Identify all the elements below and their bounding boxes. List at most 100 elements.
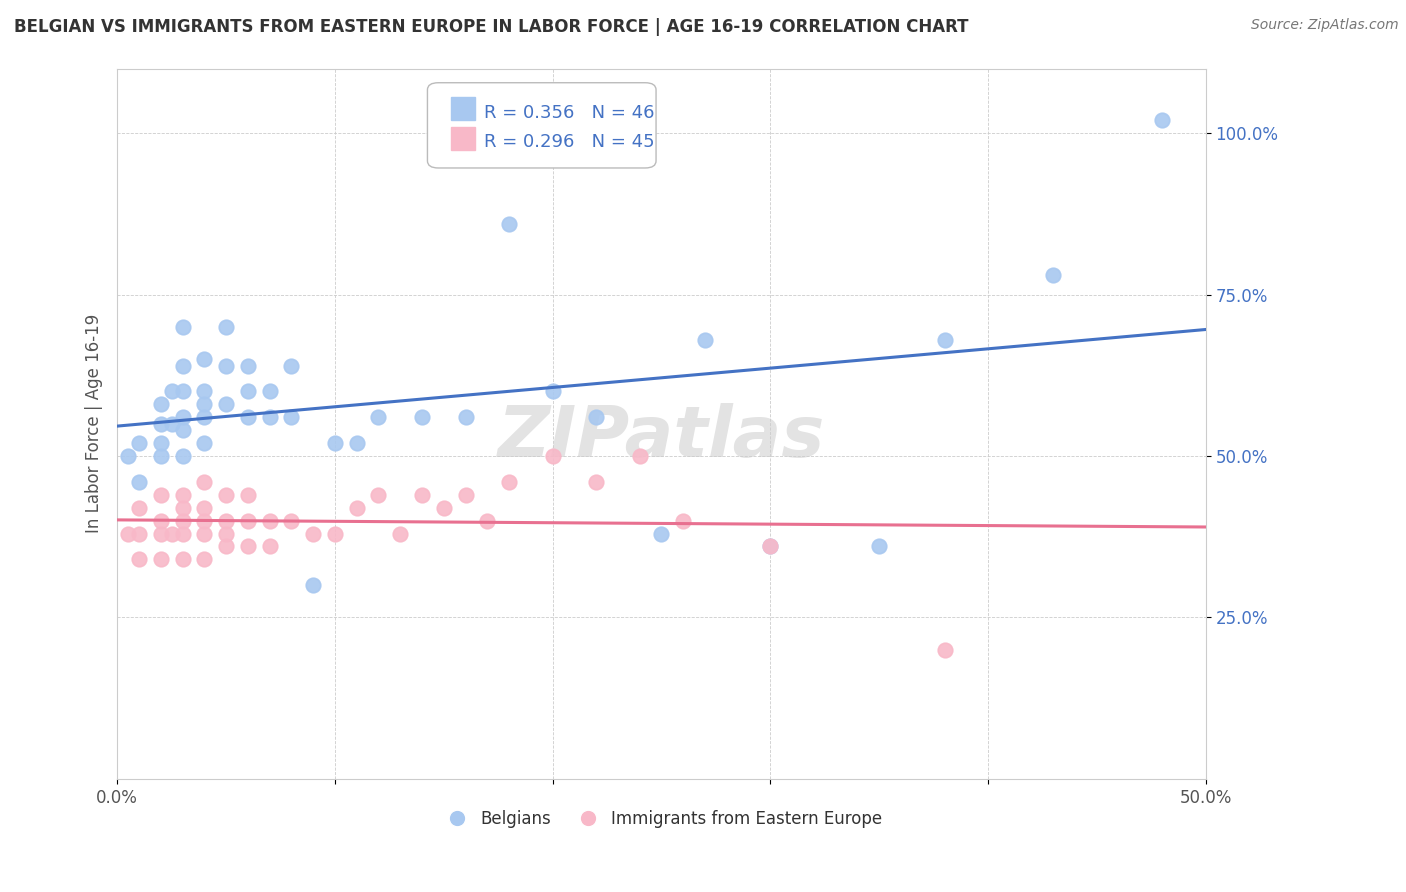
FancyBboxPatch shape xyxy=(451,127,475,150)
Point xyxy=(149,526,172,541)
Point xyxy=(160,526,183,541)
Point xyxy=(236,514,259,528)
Point xyxy=(672,514,695,528)
Point xyxy=(541,384,564,399)
Point xyxy=(323,526,346,541)
Point xyxy=(117,526,139,541)
Point xyxy=(411,488,433,502)
Point xyxy=(759,540,782,554)
Point xyxy=(193,514,215,528)
Point xyxy=(172,410,194,425)
Point xyxy=(868,540,890,554)
Point xyxy=(215,526,238,541)
Point xyxy=(149,397,172,411)
Point xyxy=(172,384,194,399)
Point xyxy=(215,319,238,334)
Text: Source: ZipAtlas.com: Source: ZipAtlas.com xyxy=(1251,18,1399,32)
Point xyxy=(215,514,238,528)
Point xyxy=(149,449,172,463)
Point xyxy=(454,488,477,502)
Point xyxy=(302,578,325,592)
Point xyxy=(193,384,215,399)
Point xyxy=(193,475,215,489)
Point xyxy=(193,352,215,367)
Point xyxy=(172,359,194,373)
Point xyxy=(215,540,238,554)
Text: BELGIAN VS IMMIGRANTS FROM EASTERN EUROPE IN LABOR FORCE | AGE 16-19 CORRELATION: BELGIAN VS IMMIGRANTS FROM EASTERN EUROP… xyxy=(14,18,969,36)
Point xyxy=(149,514,172,528)
Point xyxy=(193,436,215,450)
Text: R = 0.296   N = 45: R = 0.296 N = 45 xyxy=(484,133,655,151)
FancyBboxPatch shape xyxy=(451,97,475,120)
Point xyxy=(693,333,716,347)
Point xyxy=(128,526,150,541)
Point xyxy=(128,436,150,450)
Point xyxy=(585,410,607,425)
Point xyxy=(367,488,389,502)
Point xyxy=(280,410,302,425)
Text: ZIPatlas: ZIPatlas xyxy=(498,403,825,473)
Point xyxy=(759,540,782,554)
Point xyxy=(117,449,139,463)
Point xyxy=(259,514,281,528)
Point xyxy=(172,319,194,334)
Point xyxy=(477,514,499,528)
Point xyxy=(215,488,238,502)
Point xyxy=(149,436,172,450)
Point xyxy=(1152,113,1174,128)
Point xyxy=(172,488,194,502)
Point xyxy=(193,410,215,425)
Y-axis label: In Labor Force | Age 16-19: In Labor Force | Age 16-19 xyxy=(86,314,103,533)
Point xyxy=(259,410,281,425)
Point xyxy=(193,526,215,541)
Point xyxy=(236,410,259,425)
Point xyxy=(172,423,194,437)
Point xyxy=(128,475,150,489)
Point xyxy=(215,397,238,411)
Point xyxy=(259,384,281,399)
Point xyxy=(193,500,215,515)
Point xyxy=(193,397,215,411)
Point xyxy=(454,410,477,425)
Point xyxy=(172,552,194,566)
Point xyxy=(160,384,183,399)
Point xyxy=(236,384,259,399)
Point xyxy=(498,475,520,489)
Point xyxy=(236,488,259,502)
Point xyxy=(128,552,150,566)
Point xyxy=(149,488,172,502)
Point xyxy=(215,359,238,373)
Point xyxy=(934,333,956,347)
Point xyxy=(236,540,259,554)
Point xyxy=(346,500,368,515)
Point xyxy=(160,417,183,431)
Point xyxy=(541,449,564,463)
Point xyxy=(193,552,215,566)
Point xyxy=(433,500,456,515)
Text: R = 0.356   N = 46: R = 0.356 N = 46 xyxy=(484,103,655,121)
Point xyxy=(498,217,520,231)
Point xyxy=(628,449,651,463)
Point xyxy=(172,526,194,541)
Point xyxy=(280,514,302,528)
Point xyxy=(259,540,281,554)
Point xyxy=(934,642,956,657)
Point xyxy=(346,436,368,450)
Point xyxy=(236,359,259,373)
Legend: Belgians, Immigrants from Eastern Europe: Belgians, Immigrants from Eastern Europe xyxy=(434,803,889,835)
Point xyxy=(585,475,607,489)
Point xyxy=(128,500,150,515)
Point xyxy=(280,359,302,373)
Point xyxy=(172,514,194,528)
Point xyxy=(149,552,172,566)
Point xyxy=(411,410,433,425)
Point xyxy=(149,417,172,431)
Point xyxy=(1042,268,1064,282)
Point xyxy=(323,436,346,450)
Point xyxy=(172,500,194,515)
Point xyxy=(389,526,412,541)
Point xyxy=(650,526,672,541)
FancyBboxPatch shape xyxy=(427,83,657,168)
Point xyxy=(367,410,389,425)
Point xyxy=(172,449,194,463)
